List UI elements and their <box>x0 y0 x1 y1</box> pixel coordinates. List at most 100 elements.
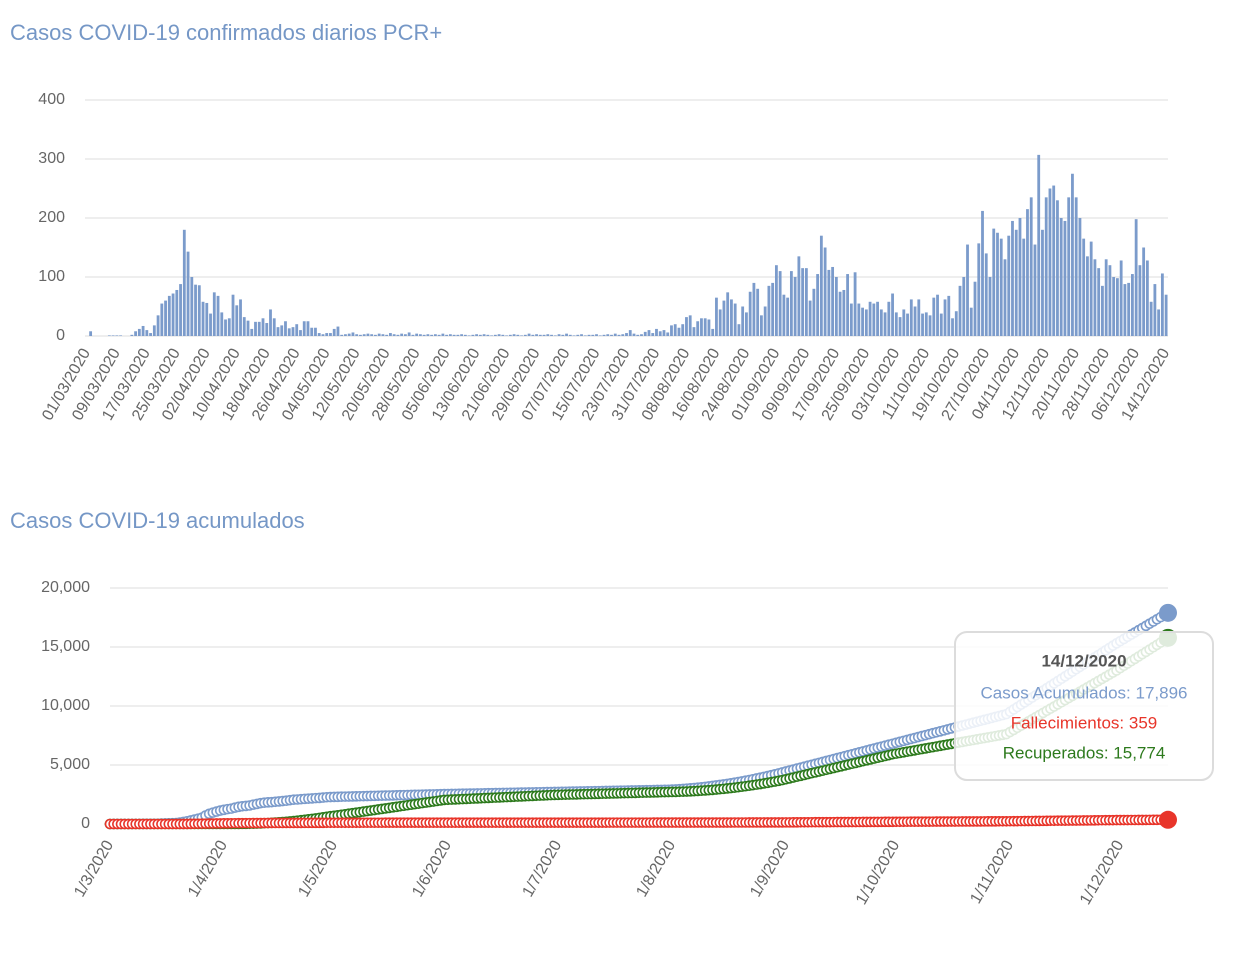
bar <box>505 335 508 336</box>
bar <box>872 303 876 336</box>
bar <box>426 334 430 336</box>
bar <box>617 334 621 336</box>
bar <box>508 334 512 336</box>
tooltip-box <box>954 631 1214 781</box>
bar <box>325 333 329 336</box>
bar <box>205 302 209 336</box>
bar <box>1067 197 1071 336</box>
bar <box>418 334 422 336</box>
bar <box>276 327 280 336</box>
bar <box>1059 218 1063 336</box>
y-tick-label: 300 <box>38 150 65 167</box>
bar <box>415 333 419 336</box>
bar <box>216 295 220 336</box>
bar <box>786 297 790 336</box>
bar <box>370 334 374 336</box>
bar <box>909 299 913 336</box>
bar <box>265 323 269 336</box>
bar <box>673 324 677 336</box>
bar <box>89 331 93 336</box>
bar <box>838 291 842 336</box>
bar <box>542 334 546 336</box>
bar <box>467 335 471 336</box>
bar <box>478 334 482 336</box>
bar <box>666 332 670 336</box>
bar <box>726 292 730 336</box>
bar <box>347 333 351 336</box>
tooltip-line: Casos Acumulados: 17,896 <box>981 683 1188 702</box>
bar <box>321 334 325 336</box>
bar <box>1074 197 1078 336</box>
bar <box>374 334 377 336</box>
tooltip-line: Fallecimientos: 359 <box>1011 713 1157 732</box>
bar <box>1164 294 1168 336</box>
bar <box>804 268 808 336</box>
bar <box>917 299 921 336</box>
bar <box>167 295 171 336</box>
bar <box>1093 259 1097 336</box>
bar <box>745 312 748 336</box>
bar <box>748 291 752 336</box>
bar <box>1104 259 1108 336</box>
bar <box>501 334 505 336</box>
bar <box>939 313 943 336</box>
bar <box>115 335 119 336</box>
bar <box>1145 260 1149 336</box>
bar <box>737 324 741 336</box>
bar <box>295 324 299 336</box>
bar <box>846 274 850 336</box>
bar <box>538 334 542 336</box>
bar <box>883 312 887 336</box>
bar <box>625 333 628 336</box>
bar <box>261 318 265 336</box>
bar <box>928 315 932 336</box>
x-tick-label: 1/6/2020 <box>409 838 455 901</box>
bar <box>1134 219 1138 336</box>
bar <box>175 289 179 336</box>
bar <box>999 238 1003 336</box>
bar <box>913 306 917 336</box>
bar <box>366 333 370 336</box>
bar <box>932 297 936 336</box>
bar <box>179 284 182 336</box>
bar <box>231 294 235 336</box>
bar <box>797 256 801 336</box>
bar <box>550 334 553 336</box>
bar <box>299 330 302 336</box>
x-tick-label: 1/9/2020 <box>747 838 793 901</box>
bar <box>107 335 111 336</box>
bar <box>1056 200 1059 336</box>
bar <box>1003 259 1007 336</box>
bar <box>445 334 449 336</box>
bar <box>433 334 437 336</box>
bar <box>876 301 879 336</box>
bar <box>1011 220 1014 336</box>
bar <box>329 333 332 336</box>
bar <box>988 277 992 336</box>
bar <box>778 271 782 336</box>
bar <box>752 282 756 336</box>
bar <box>448 334 452 336</box>
bar <box>1037 154 1041 336</box>
y-tick-label: 15,000 <box>41 638 90 655</box>
bar <box>1130 274 1134 336</box>
bar <box>1041 229 1044 336</box>
bar <box>160 303 164 336</box>
x-tick-label: 1/11/2020 <box>967 838 1017 907</box>
bar <box>422 334 426 336</box>
bar <box>197 285 201 336</box>
bar <box>711 328 715 336</box>
bar <box>171 293 175 336</box>
bar <box>250 328 254 336</box>
bar <box>145 330 149 336</box>
bar <box>201 301 205 336</box>
bar <box>437 334 441 336</box>
bar <box>789 271 793 336</box>
bar <box>1101 285 1104 336</box>
bar <box>831 266 835 336</box>
bar <box>137 328 141 336</box>
bar <box>527 333 531 336</box>
bar <box>254 321 257 336</box>
bar <box>1112 277 1116 336</box>
bar <box>655 328 658 336</box>
